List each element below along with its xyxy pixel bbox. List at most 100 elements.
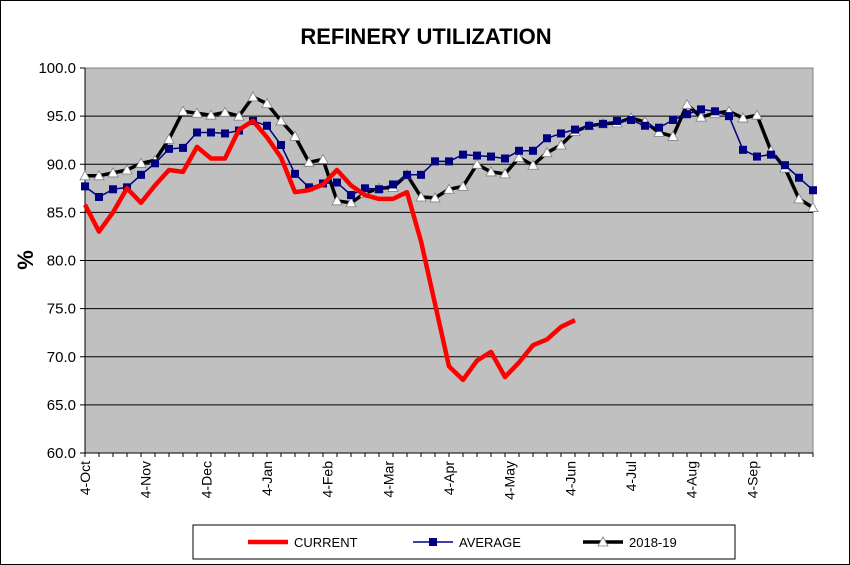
chart-title: REFINERY UTILIZATION [300, 24, 551, 49]
legend-label: AVERAGE [459, 535, 521, 550]
data-point [485, 166, 497, 177]
data-point [79, 169, 91, 181]
data-point [135, 157, 147, 168]
y-tick-label: 60.0 [47, 445, 76, 462]
data-point [429, 192, 441, 203]
data-point [697, 105, 705, 114]
data-point [95, 192, 103, 201]
x-tick-label: 4-Jul [623, 461, 639, 491]
y-axis-label: % [13, 250, 38, 270]
data-point [737, 112, 749, 123]
data-point [137, 170, 145, 179]
data-point [767, 150, 775, 159]
y-tick-label: 85.0 [47, 204, 76, 221]
data-point [317, 153, 329, 164]
x-tick-label: 4-Nov [138, 461, 154, 498]
data-point [193, 128, 201, 137]
data-point [289, 130, 301, 141]
data-point [781, 161, 789, 170]
series-line [83, 118, 576, 383]
data-point [205, 109, 217, 120]
data-point [263, 121, 271, 130]
data-point [681, 98, 693, 109]
data-point [445, 157, 453, 166]
data-point [655, 123, 663, 132]
y-tick-label: 70.0 [47, 349, 76, 366]
data-point [403, 170, 411, 179]
data-point [487, 152, 495, 161]
x-tick-label: 4-Jun [562, 461, 578, 496]
x-tick-label: 4-Feb [320, 461, 336, 498]
x-tick-label: 4-Oct [77, 461, 93, 495]
data-point [333, 178, 341, 187]
data-point [81, 182, 89, 191]
data-point [739, 145, 747, 154]
x-tick-label: 4-Apr [441, 461, 457, 496]
x-tick-label: 4-Aug [684, 461, 700, 498]
data-point [641, 121, 649, 130]
data-point [515, 146, 523, 155]
data-point [795, 173, 803, 182]
data-point [233, 110, 245, 121]
y-tick-label: 100.0 [38, 60, 76, 77]
data-point [529, 146, 537, 155]
data-point [527, 159, 539, 170]
legend: CURRENT AVERAGE 2018-19 [248, 535, 677, 550]
data-point [809, 186, 817, 195]
legend-item-average: AVERAGE [413, 535, 521, 550]
x-tick-label: 4-Dec [198, 461, 214, 498]
data-point [753, 152, 761, 161]
data-point [599, 119, 607, 128]
data-point [557, 129, 565, 138]
data-point [571, 125, 579, 134]
data-point [471, 158, 483, 169]
data-point [415, 191, 427, 202]
data-point [793, 193, 805, 204]
legend-item-2018-19: 2018-19 [583, 535, 677, 550]
data-point [177, 105, 189, 116]
y-tick-label: 90.0 [47, 156, 76, 173]
legend-item-current: CURRENT [248, 535, 358, 550]
data-point [277, 141, 285, 149]
data-point [541, 146, 553, 158]
data-point [585, 121, 593, 130]
data-point [219, 106, 231, 117]
legend-label: CURRENT [294, 535, 358, 550]
data-point [725, 112, 733, 121]
data-point [261, 97, 273, 109]
data-point [667, 130, 679, 141]
y-axis-ticks: 60.0 65.0 70.0 75.0 80.0 85.0 90.0 95.0 100.0 [38, 60, 85, 462]
data-point [751, 109, 763, 120]
data-point [627, 115, 635, 124]
series-current [83, 118, 576, 383]
data-point [473, 151, 481, 160]
data-point [499, 168, 511, 179]
data-point [613, 116, 621, 125]
data-point [107, 167, 119, 178]
data-point [345, 196, 357, 208]
legend-marker [597, 536, 609, 547]
data-point [121, 164, 133, 175]
legend-label: 2018-19 [629, 535, 677, 550]
data-point [179, 143, 187, 152]
x-tick-label: 4-Jan [259, 461, 275, 496]
x-tick-label: 4-Sep [744, 461, 760, 499]
data-point [151, 159, 159, 168]
data-point [207, 128, 215, 137]
data-point [221, 129, 229, 138]
data-point [457, 180, 469, 191]
series-layer [79, 91, 819, 383]
data-point [513, 151, 525, 162]
data-point [711, 107, 719, 116]
data-point [303, 156, 315, 167]
data-point [695, 111, 707, 122]
data-point [555, 139, 567, 150]
data-point [331, 195, 343, 206]
x-axis-ticks: 4-Oct 4-Nov 4-Dec 4-Jan 4-Feb 4-Mar 4-Apr 4-May… [77, 68, 814, 500]
y-tick-label: 75.0 [47, 301, 76, 318]
data-point [275, 115, 287, 126]
data-point [165, 144, 173, 153]
data-point [683, 110, 691, 119]
legend-marker [429, 538, 437, 546]
